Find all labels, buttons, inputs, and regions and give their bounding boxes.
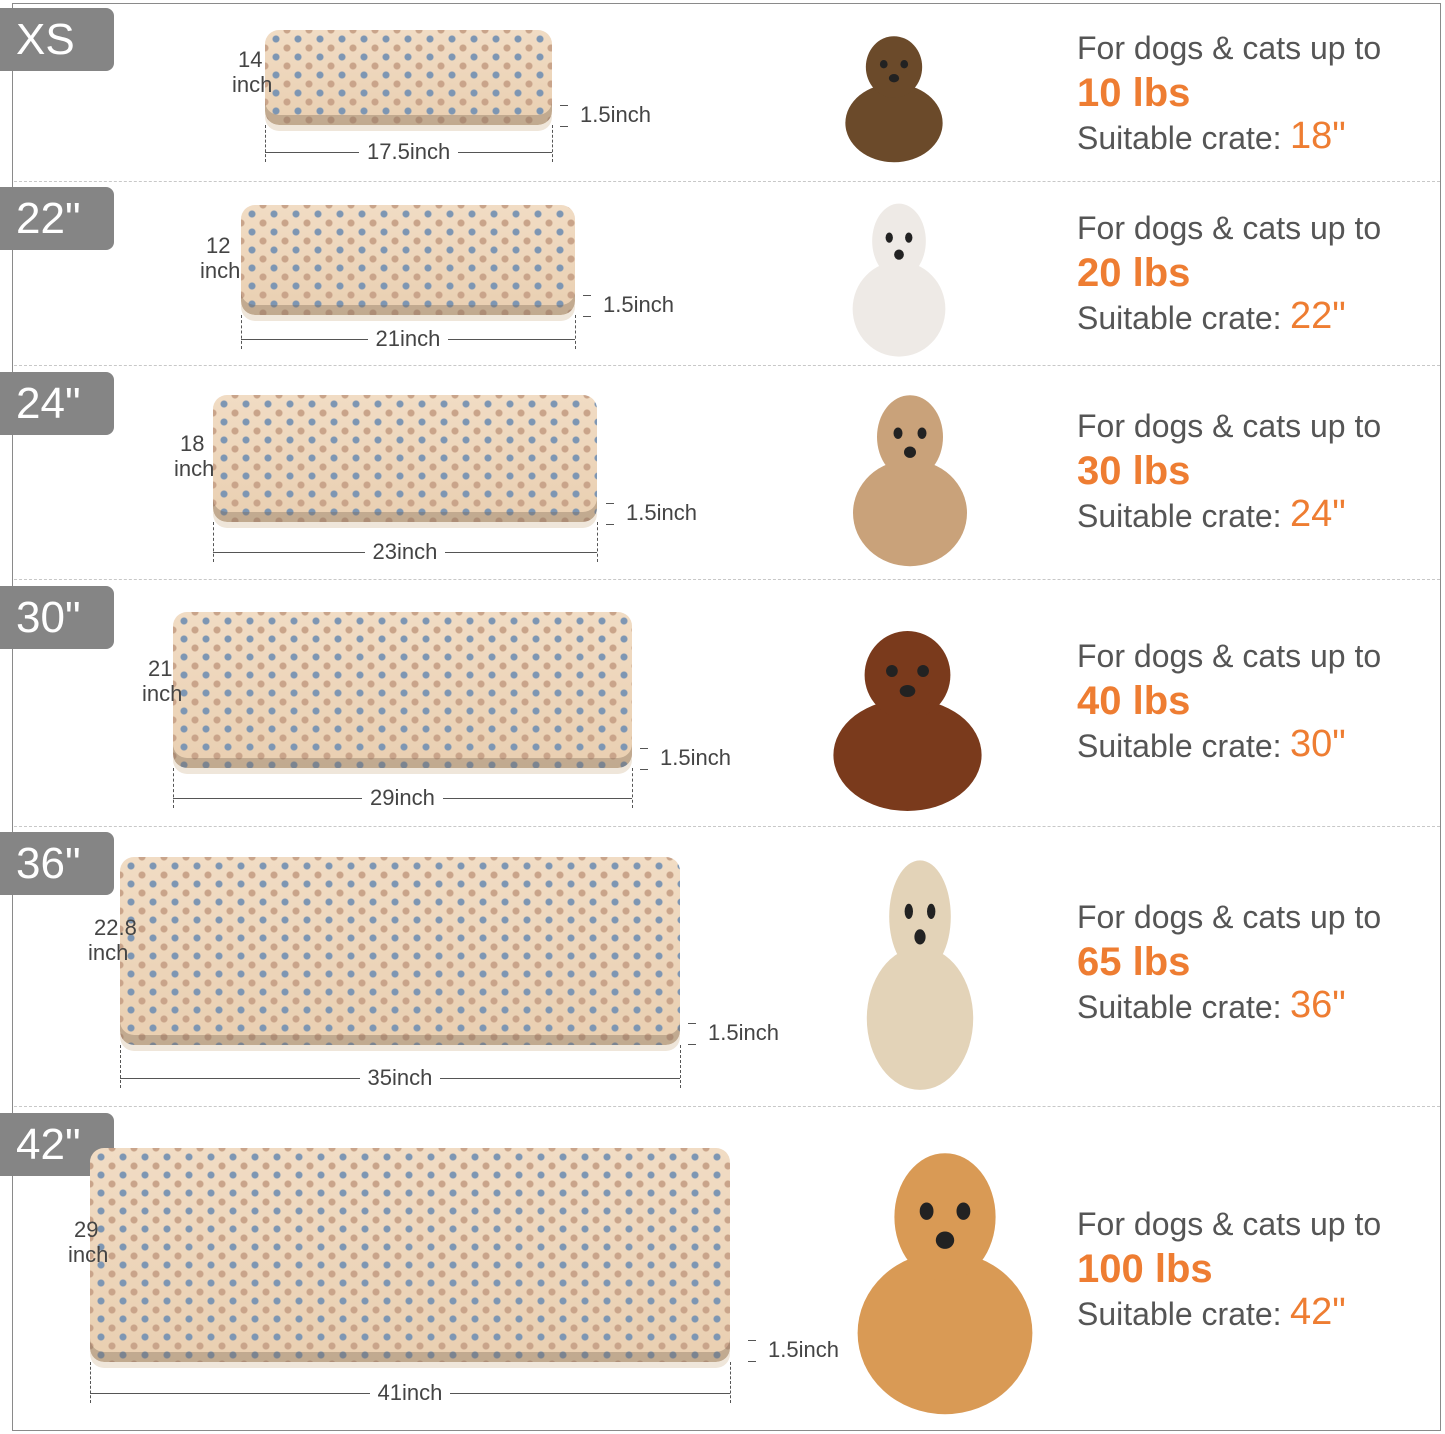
height-marker [688, 1023, 696, 1045]
crate-size: 30" [1290, 723, 1346, 765]
width-value: 17.5inch [359, 140, 459, 164]
crate-label: Suitable crate: [1077, 989, 1282, 1025]
depth-unit: inch [174, 456, 215, 481]
info-heading: For dogs & cats up to [1077, 899, 1382, 935]
height-marker [640, 748, 648, 770]
height-label: 1.5inch [768, 1337, 839, 1362]
width-tick-right [730, 1362, 731, 1403]
crate-label: Suitable crate: [1077, 1296, 1282, 1332]
size-badge: XS [0, 8, 114, 71]
info-heading: For dogs & cats up to [1077, 408, 1382, 444]
width-tick-left [120, 1045, 121, 1088]
depth-unit: inch [232, 72, 273, 97]
width-value: 21inch [367, 327, 449, 351]
info-heading: For dogs & cats up to [1077, 1206, 1382, 1242]
crate-size: 18" [1290, 115, 1346, 157]
frame [12, 3, 1441, 1431]
mat-image [213, 395, 597, 522]
ragdoll-cat-photo [838, 190, 960, 360]
height-marker [748, 1340, 756, 1362]
info-heading: For dogs & cats up to [1077, 638, 1382, 674]
depth-value: 21 [148, 656, 173, 681]
size-badge: 22" [0, 187, 114, 250]
golden-retriever-lying-photo [830, 1130, 1060, 1420]
max-weight: 100 lbs [1077, 1247, 1213, 1291]
crate-label: Suitable crate: [1077, 728, 1282, 764]
width-tick-left [241, 315, 242, 349]
dachshund-photo [810, 615, 1005, 815]
width-tick-left [213, 522, 214, 562]
size-badge: 36" [0, 832, 114, 895]
row-divider [14, 826, 1440, 827]
mat-image [90, 1148, 730, 1362]
mat-image [241, 205, 575, 315]
crate-size: 36" [1290, 984, 1346, 1026]
width-tick-left [265, 125, 266, 162]
width-tick-right [575, 315, 576, 349]
crate-label: Suitable crate: [1077, 300, 1282, 336]
width-tick-right [597, 522, 598, 562]
yorkie-puppy-photo [830, 25, 958, 165]
height-label: 1.5inch [603, 292, 674, 317]
depth-value: 12 [206, 233, 231, 258]
depth-value: 29 [74, 1217, 99, 1242]
mat-image [173, 612, 632, 768]
max-weight: 20 lbs [1077, 251, 1191, 295]
crate-label: Suitable crate: [1077, 120, 1282, 156]
depth-value: 22.8 [94, 915, 137, 940]
width-tick-right [552, 125, 553, 162]
width-value: 23inch [364, 540, 446, 564]
max-weight: 30 lbs [1077, 449, 1191, 493]
height-marker [606, 503, 614, 525]
max-weight: 10 lbs [1077, 71, 1191, 115]
width-tick-left [90, 1362, 91, 1403]
width-value: 29inch [362, 786, 443, 810]
width-tick-right [680, 1045, 681, 1088]
height-label: 1.5inch [708, 1020, 779, 1045]
depth-unit: inch [88, 940, 129, 965]
height-label: 1.5inch [580, 102, 651, 127]
height-marker [560, 105, 568, 127]
width-tick-left [173, 768, 174, 808]
crate-size: 24" [1290, 493, 1346, 535]
row-divider [14, 181, 1440, 182]
width-tick-right [632, 768, 633, 808]
depth-unit: inch [200, 258, 241, 283]
size-badge: 30" [0, 586, 114, 649]
width-value: 35inch [359, 1066, 441, 1090]
height-label: 1.5inch [626, 500, 697, 525]
height-label: 1.5inch [660, 745, 731, 770]
size-badge: 24" [0, 372, 114, 435]
row-divider [14, 1106, 1440, 1107]
row-divider [14, 365, 1440, 366]
depth-unit: inch [68, 1242, 109, 1267]
max-weight: 65 lbs [1077, 940, 1191, 984]
golden-retriever-sitting-photo [850, 840, 990, 1095]
mat-image [265, 30, 552, 125]
info-heading: For dogs & cats up to [1077, 30, 1382, 66]
height-marker [583, 295, 591, 317]
row-divider [14, 579, 1440, 580]
french-bulldog-photo [835, 380, 985, 570]
crate-size: 22" [1290, 295, 1346, 337]
mat-image [120, 857, 680, 1045]
depth-unit: inch [142, 681, 183, 706]
crate-label: Suitable crate: [1077, 498, 1282, 534]
depth-value: 18 [180, 431, 205, 456]
max-weight: 40 lbs [1077, 679, 1191, 723]
info-heading: For dogs & cats up to [1077, 210, 1382, 246]
depth-value: 14 [238, 47, 263, 72]
crate-size: 42" [1290, 1291, 1346, 1333]
width-value: 41inch [369, 1381, 451, 1405]
